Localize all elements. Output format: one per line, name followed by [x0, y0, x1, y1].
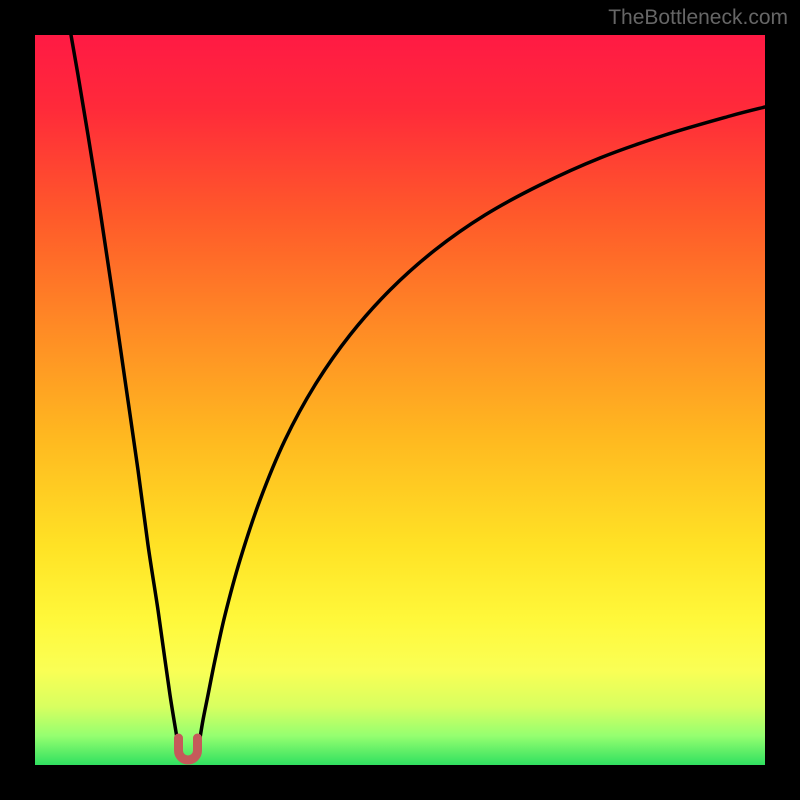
- chart-container: TheBottleneck.com: [0, 0, 800, 800]
- minimum-marker: [179, 738, 198, 760]
- curve-overlay: [35, 35, 765, 765]
- watermark-text: TheBottleneck.com: [608, 6, 788, 30]
- left-curve: [71, 35, 177, 738]
- plot-area: [35, 35, 765, 765]
- right-curve: [200, 107, 765, 738]
